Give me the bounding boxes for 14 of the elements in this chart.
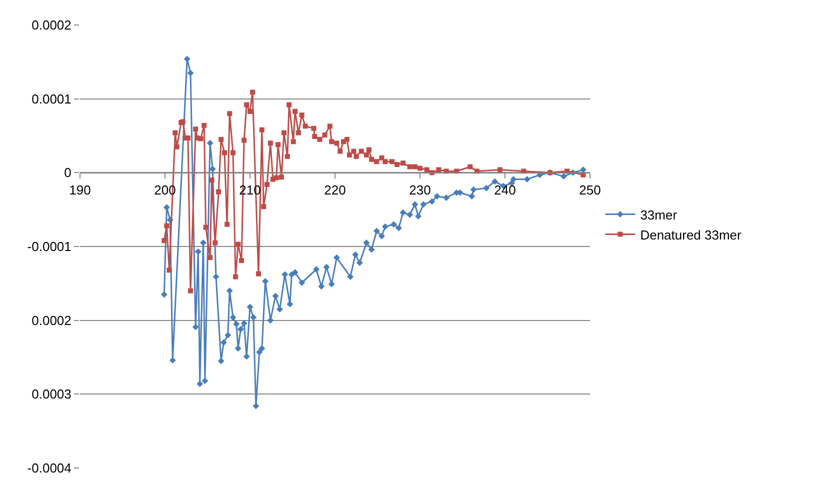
legend-label: 33mer bbox=[640, 207, 678, 222]
x-tick-label: 240 bbox=[494, 182, 516, 198]
y-tick-label: -0.0004 bbox=[27, 460, 72, 476]
y-tick-label: 0 bbox=[64, 165, 72, 180]
x-tick-label: 250 bbox=[579, 182, 601, 198]
y-tick-label: 0.0002 bbox=[32, 18, 72, 33]
y-tick-label: 0.0001 bbox=[32, 91, 72, 106]
x-tick-label: 230 bbox=[409, 182, 431, 198]
legend-label: Denatured 33mer bbox=[640, 227, 742, 242]
x-tick-label: 220 bbox=[324, 182, 346, 198]
y-tick-label: 0.0003 bbox=[32, 386, 72, 402]
x-tick-label: 190 bbox=[69, 182, 91, 198]
y-tick-label: -0.0001 bbox=[27, 239, 72, 254]
y-tick-label: 0.0002 bbox=[32, 312, 72, 328]
